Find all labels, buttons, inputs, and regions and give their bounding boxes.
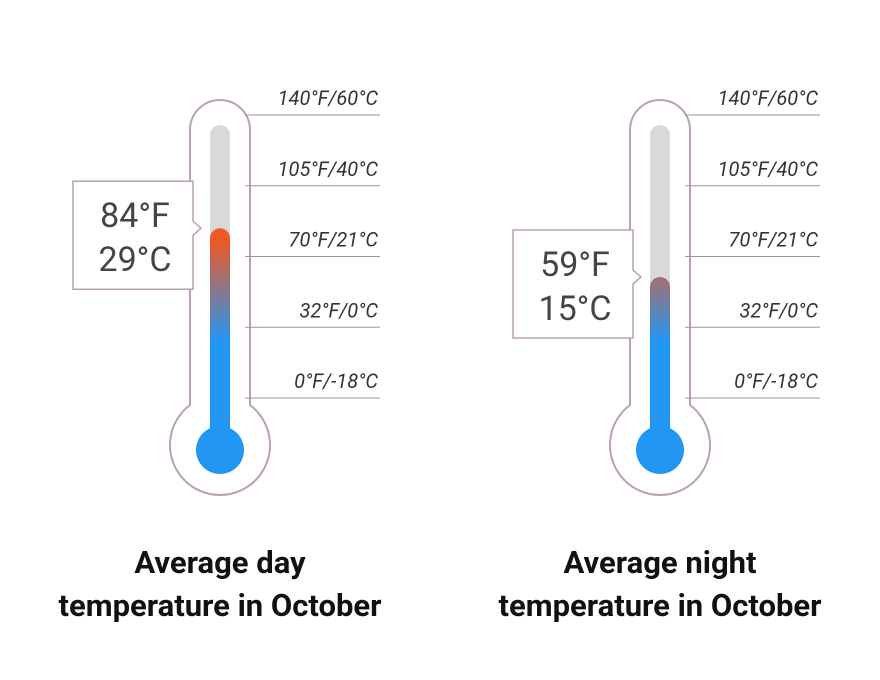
y-tick-label: 105°F/40°C xyxy=(278,157,379,181)
y-tick-label: 70°F/21°C xyxy=(289,228,379,252)
y-tick-label: 70°F/21°C xyxy=(729,228,819,252)
y-tick-label: 140°F/60°C xyxy=(718,86,819,110)
value-callout xyxy=(72,180,203,290)
y-tick-label: 32°F/0°C xyxy=(299,298,378,322)
bulb xyxy=(196,426,244,474)
bulb xyxy=(636,426,684,474)
y-tick-label: 0°F/-18°C xyxy=(294,369,378,393)
chart-title: temperature in October xyxy=(499,587,822,624)
chart-title: Average day xyxy=(134,544,306,581)
mercury xyxy=(210,228,230,440)
chart-title: temperature in October xyxy=(59,587,382,624)
value-label: 59°F xyxy=(540,245,610,285)
y-tick-label: 140°F/60°C xyxy=(278,86,379,110)
mercury xyxy=(650,276,670,440)
value-label: 29°C xyxy=(98,240,171,280)
value-label: 15°C xyxy=(538,289,611,329)
y-tick-label: 32°F/0°C xyxy=(739,298,818,322)
value-callout xyxy=(512,229,643,339)
chart-title: Average night xyxy=(563,544,756,581)
value-label: 84°F xyxy=(100,196,170,236)
y-tick-label: 0°F/-18°C xyxy=(734,369,818,393)
y-tick-label: 105°F/40°C xyxy=(718,157,819,181)
